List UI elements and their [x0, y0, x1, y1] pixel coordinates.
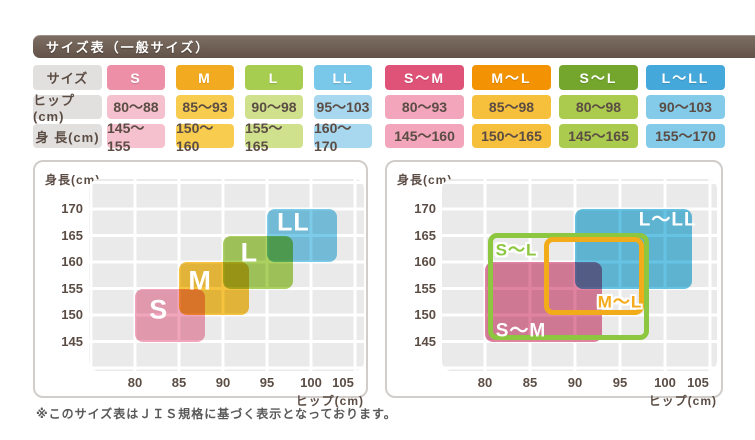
- x-tick-95: 95: [259, 375, 275, 390]
- size-header-cell-L～LL: L～LL: [646, 65, 725, 90]
- y-tick-150: 150: [414, 307, 436, 322]
- hip-range-cell-S～L: 80～98: [559, 95, 638, 119]
- y-tick-165: 165: [414, 227, 436, 243]
- height-range-cell-M: 150～160: [176, 120, 234, 154]
- x-tick-100: 100: [654, 375, 676, 390]
- x-axis-title: ヒップ(cm): [295, 394, 364, 408]
- y-tick-160: 160: [61, 254, 83, 269]
- y-tick-165: 165: [61, 227, 83, 243]
- y-tick-145: 145: [414, 333, 436, 349]
- size-region-L～LL: [575, 209, 692, 289]
- x-tick-90: 90: [567, 375, 583, 390]
- height-range-cell-L: 155～165: [245, 120, 303, 154]
- size-region-S～L: [487, 233, 650, 341]
- size-header-cell-S: S: [107, 65, 165, 90]
- size-region-label-S～M: S～M: [495, 320, 547, 342]
- size-header-cell-LL: LL: [314, 65, 372, 90]
- y-tick-170: 170: [414, 201, 436, 216]
- regular-sizes-table: S 80～88 145～155 M 85～93 150～160 L 90～98 155～165 L…: [33, 65, 373, 154]
- footnote: ※このサイズ表はＪＩＳ規格に基づく表示となっております。: [36, 407, 397, 421]
- hip-range-cell-M～L: 85～98: [472, 95, 551, 119]
- combined-sizes-chart-panel: 身長(cm) S～M L～LL S～L M～L 80 85 90 95 100 105 170 165 1…: [385, 160, 723, 408]
- x-tick-80: 80: [127, 375, 143, 390]
- y-axis-title: 身長(cm): [45, 173, 101, 187]
- size-region-label-LL: LL: [277, 208, 310, 237]
- row-label-size: サイズ: [33, 65, 102, 90]
- size-region-label-L: L: [240, 237, 259, 268]
- regular-sizes-chart-panel: 身長(cm) S M L LL 80 85 90 95 100 105 170 165 160 155 150…: [33, 160, 368, 408]
- height-range-cell-LL: 160～170: [314, 120, 372, 154]
- size-region-LL: [267, 209, 338, 262]
- hip-range-cell-LL: 95～103: [314, 95, 372, 119]
- hip-range-cell-L: 90～98: [245, 95, 303, 119]
- height-range-cell-S: 145～155: [107, 120, 165, 154]
- title-bar: サイズ表（一般サイズ）: [33, 35, 755, 58]
- size-region-label-S～L: S～L: [495, 240, 538, 260]
- hip-range-cell-S～M: 80～93: [385, 95, 464, 119]
- x-tick-80: 80: [477, 375, 493, 390]
- x-axis-title: ヒップ(cm): [648, 394, 717, 408]
- size-header-cell-S～L: S～L: [559, 65, 638, 90]
- size-header-cell-M～L: M～L: [472, 65, 551, 90]
- height-range-cell-M～L: 150～165: [472, 124, 551, 148]
- y-axis-title: 身長(cm): [397, 173, 453, 187]
- y-tick-145: 145: [61, 333, 83, 349]
- height-range-cell-S～M: 145～160: [385, 124, 464, 148]
- row-label-height: 身 長(cm): [33, 124, 102, 148]
- size-region-label-S: S: [149, 294, 169, 325]
- size-region-M～L: [543, 237, 645, 316]
- height-range-cell-L～LL: 155～170: [646, 124, 725, 148]
- size-header-cell-L: L: [245, 65, 303, 90]
- row-label-hip: ヒップ(cm): [33, 93, 102, 124]
- size-header-cell-M: M: [176, 65, 234, 90]
- x-tick-95: 95: [612, 375, 628, 390]
- x-tick-85: 85: [171, 375, 187, 390]
- size-header-cell-S～M: S～M: [385, 65, 464, 90]
- size-region-label-M～L: M～L: [597, 292, 643, 312]
- combined-sizes-table: S～M 80～93 145～160 M～L 85～98 150～165 S～L 80～98 14…: [385, 65, 725, 148]
- y-tick-155: 155: [61, 280, 83, 296]
- x-tick-105: 105: [332, 375, 354, 390]
- y-tick-155: 155: [414, 280, 436, 296]
- hip-range-cell-L～LL: 90～103: [646, 95, 725, 119]
- y-tick-170: 170: [61, 201, 83, 216]
- y-tick-150: 150: [61, 307, 83, 322]
- height-range-cell-S～L: 145～165: [559, 124, 638, 148]
- hip-range-cell-M: 85～93: [176, 95, 234, 119]
- x-tick-100: 100: [300, 375, 322, 390]
- page-title: サイズ表（一般サイズ）: [46, 40, 211, 55]
- x-tick-90: 90: [215, 375, 231, 390]
- plot-area: S～M L～LL S～L M～L: [442, 179, 717, 371]
- hip-range-cell-S: 80～88: [107, 95, 165, 119]
- size-region-label-L～LL: L～LL: [638, 209, 697, 231]
- y-tick-160: 160: [414, 254, 436, 269]
- plot-area: S M L LL: [89, 179, 364, 371]
- x-tick-105: 105: [687, 375, 709, 390]
- x-tick-85: 85: [522, 375, 538, 390]
- size-region-label-M: M: [188, 265, 212, 296]
